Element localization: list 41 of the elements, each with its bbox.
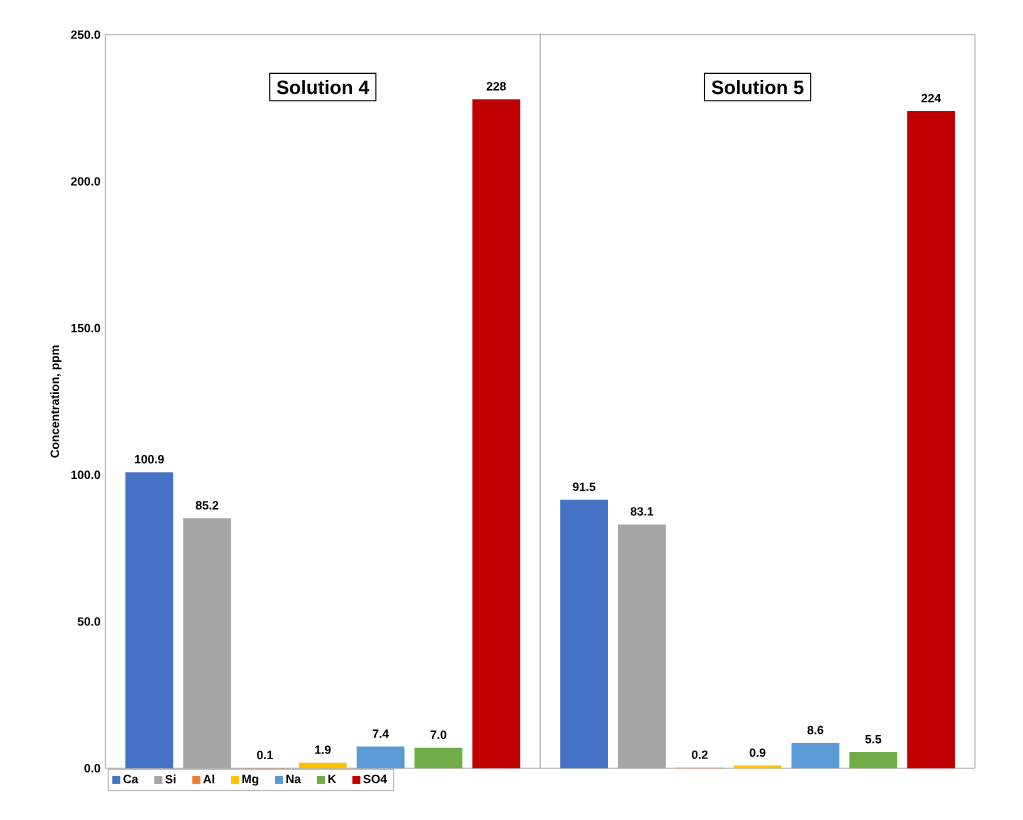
bar <box>849 751 898 769</box>
bar <box>183 518 232 769</box>
data-label: 5.5 <box>865 734 882 744</box>
data-label: 8.6 <box>807 725 824 735</box>
data-label: 224 <box>921 93 942 103</box>
bar <box>560 499 609 769</box>
data-label: 7.0 <box>430 730 447 739</box>
y-tick-label: 0.0 <box>84 763 101 773</box>
bar <box>414 747 463 769</box>
data-label: 7.4 <box>372 729 389 738</box>
data-label: 0.9 <box>749 748 766 757</box>
bar <box>472 99 521 769</box>
y-axis-title: Concentration, ppm <box>50 345 62 458</box>
bar <box>298 762 347 769</box>
x-tick-label: Solution 4 <box>276 79 370 95</box>
bar <box>907 110 955 769</box>
data-label: 91.5 <box>572 482 596 491</box>
legend-label: Na <box>286 774 302 784</box>
x-tick-label: Solution 5 <box>711 79 804 95</box>
y-tick-label: 50.0 <box>77 617 101 626</box>
y-tick-label: 150.0 <box>71 323 101 333</box>
y-tick-label: 250.0 <box>71 30 101 39</box>
data-label: 100.9 <box>135 454 164 464</box>
data-label: 85.2 <box>195 500 219 510</box>
bar <box>618 524 666 769</box>
legend-label: Ca <box>123 774 139 784</box>
y-tick-label: 100.0 <box>71 470 101 479</box>
data-label: 228 <box>486 81 506 91</box>
legend-label: K <box>328 774 337 783</box>
data-label: 0.2 <box>691 750 708 759</box>
legend-label: Si <box>165 774 176 784</box>
legend-label: Mg <box>242 774 259 786</box>
bar <box>125 472 174 769</box>
data-label: 0.1 <box>257 750 273 760</box>
data-label: 83.1 <box>630 507 654 516</box>
legend-label: SO4 <box>363 774 387 784</box>
data-label: 1.9 <box>315 745 331 754</box>
y-tick-label: 200.0 <box>71 177 101 186</box>
bar <box>356 746 405 769</box>
legend-label: Al <box>203 774 215 784</box>
bar <box>791 742 840 769</box>
